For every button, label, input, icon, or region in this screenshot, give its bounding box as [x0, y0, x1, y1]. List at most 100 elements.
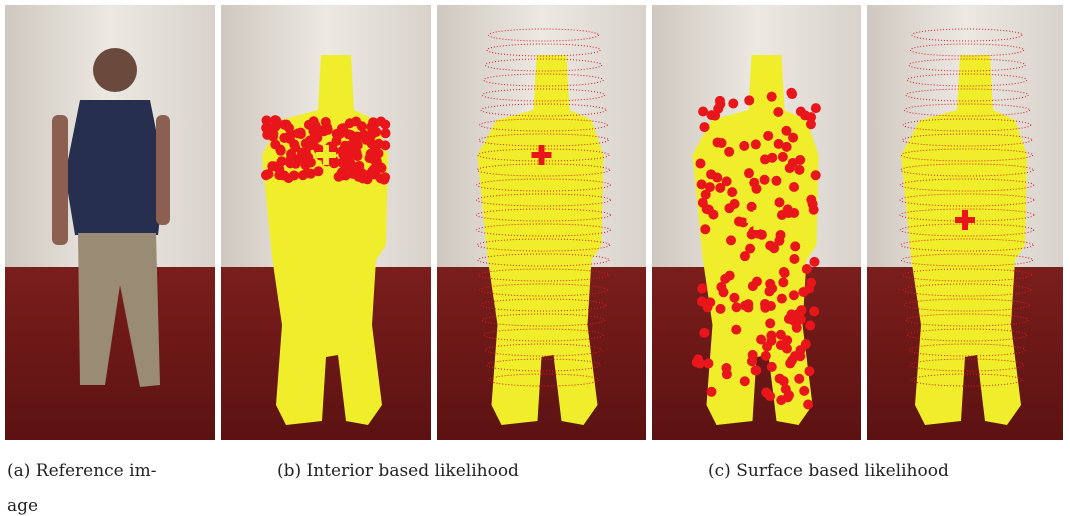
sample-point — [760, 299, 770, 309]
head — [93, 48, 137, 92]
sample-point — [809, 306, 819, 316]
sample-point — [281, 120, 291, 130]
sample-point — [751, 365, 761, 375]
sample-point — [322, 122, 332, 132]
sample-point — [778, 277, 788, 287]
sample-point — [801, 339, 811, 349]
sample-point — [740, 376, 750, 386]
sample-point — [705, 182, 715, 192]
sample-point — [795, 351, 805, 361]
sample-point — [766, 336, 776, 346]
sample-point — [767, 153, 777, 163]
sample-point — [706, 169, 716, 179]
sample-point — [357, 121, 367, 131]
caption-a-line-2: age — [7, 496, 38, 516]
sample-point — [789, 290, 799, 300]
caption-b: (b) Interior based likelihood — [277, 461, 519, 481]
sample-point — [337, 158, 347, 168]
sample-point — [366, 131, 376, 141]
sample-point — [805, 321, 815, 331]
sample-point — [809, 257, 819, 267]
sample-point — [275, 144, 285, 154]
sample-point — [789, 254, 799, 264]
image-panels — [5, 5, 1063, 440]
sample-point — [781, 126, 791, 136]
sample-point — [352, 151, 362, 161]
sample-point — [789, 182, 799, 192]
sample-point — [765, 241, 775, 251]
sample-point — [726, 235, 736, 245]
arm — [52, 115, 68, 245]
sample-point — [767, 92, 777, 102]
sample-point — [716, 304, 726, 314]
sample-point — [279, 171, 289, 181]
sample-point — [776, 395, 786, 405]
sample-point — [722, 369, 732, 379]
sample-point — [774, 197, 784, 207]
sample-point — [782, 344, 792, 354]
sample-point — [744, 168, 754, 178]
sample-point — [352, 137, 362, 147]
sample-point — [369, 164, 379, 174]
sample-point — [763, 131, 773, 141]
panel-content — [221, 5, 431, 440]
sample-point — [308, 126, 318, 136]
sample-point — [761, 387, 771, 397]
sample-point — [270, 161, 280, 171]
sample-point — [261, 123, 271, 133]
sample-point — [289, 170, 299, 180]
sample-point — [380, 140, 390, 150]
sample-point — [785, 358, 795, 368]
sample-point — [376, 174, 386, 184]
sample-point — [751, 139, 761, 149]
sample-point — [700, 224, 710, 234]
sample-point — [290, 142, 300, 152]
person — [692, 55, 821, 425]
sample-point — [796, 107, 806, 117]
sample-point — [302, 156, 312, 166]
figure: (a) Reference im- age (b) Interior based… — [0, 0, 1070, 516]
image-panel — [221, 5, 431, 440]
sample-point — [802, 264, 812, 274]
sample-point — [381, 128, 391, 138]
sample-point — [725, 271, 735, 281]
sample-point — [313, 166, 323, 176]
sample-point — [745, 244, 755, 254]
sample-point — [792, 323, 802, 333]
sample-point — [303, 139, 313, 149]
sample-point — [740, 301, 750, 311]
sample-point — [774, 139, 784, 149]
sample-point — [781, 384, 791, 394]
sample-point — [705, 297, 715, 307]
sample-point — [780, 268, 790, 278]
sample-point — [811, 103, 821, 113]
sample-point — [362, 174, 372, 184]
image-panel — [437, 5, 646, 440]
sample-point — [271, 116, 281, 126]
sample-point — [715, 183, 725, 193]
sample-point — [744, 95, 754, 105]
sample-point — [298, 170, 308, 180]
sample-point — [761, 351, 771, 361]
sample-point — [729, 293, 739, 303]
sample-point — [343, 141, 353, 151]
sample-point — [777, 294, 787, 304]
caption-a-line-1: (a) Reference im- — [7, 461, 156, 481]
sample-point — [811, 170, 821, 180]
sample-point — [693, 354, 703, 364]
sample-point — [786, 88, 796, 98]
sample-point — [717, 138, 727, 148]
sample-point — [366, 149, 376, 159]
sample-point — [707, 387, 717, 397]
sample-point — [309, 116, 319, 126]
panel-content — [867, 5, 1063, 440]
sample-point — [695, 159, 705, 169]
sample-point — [767, 283, 777, 293]
sample-point — [334, 172, 344, 182]
sample-point — [783, 204, 793, 214]
sample-point — [739, 141, 749, 151]
shirt — [65, 100, 165, 235]
arm — [156, 115, 170, 225]
sample-point — [778, 152, 788, 162]
sample-point — [784, 314, 794, 324]
